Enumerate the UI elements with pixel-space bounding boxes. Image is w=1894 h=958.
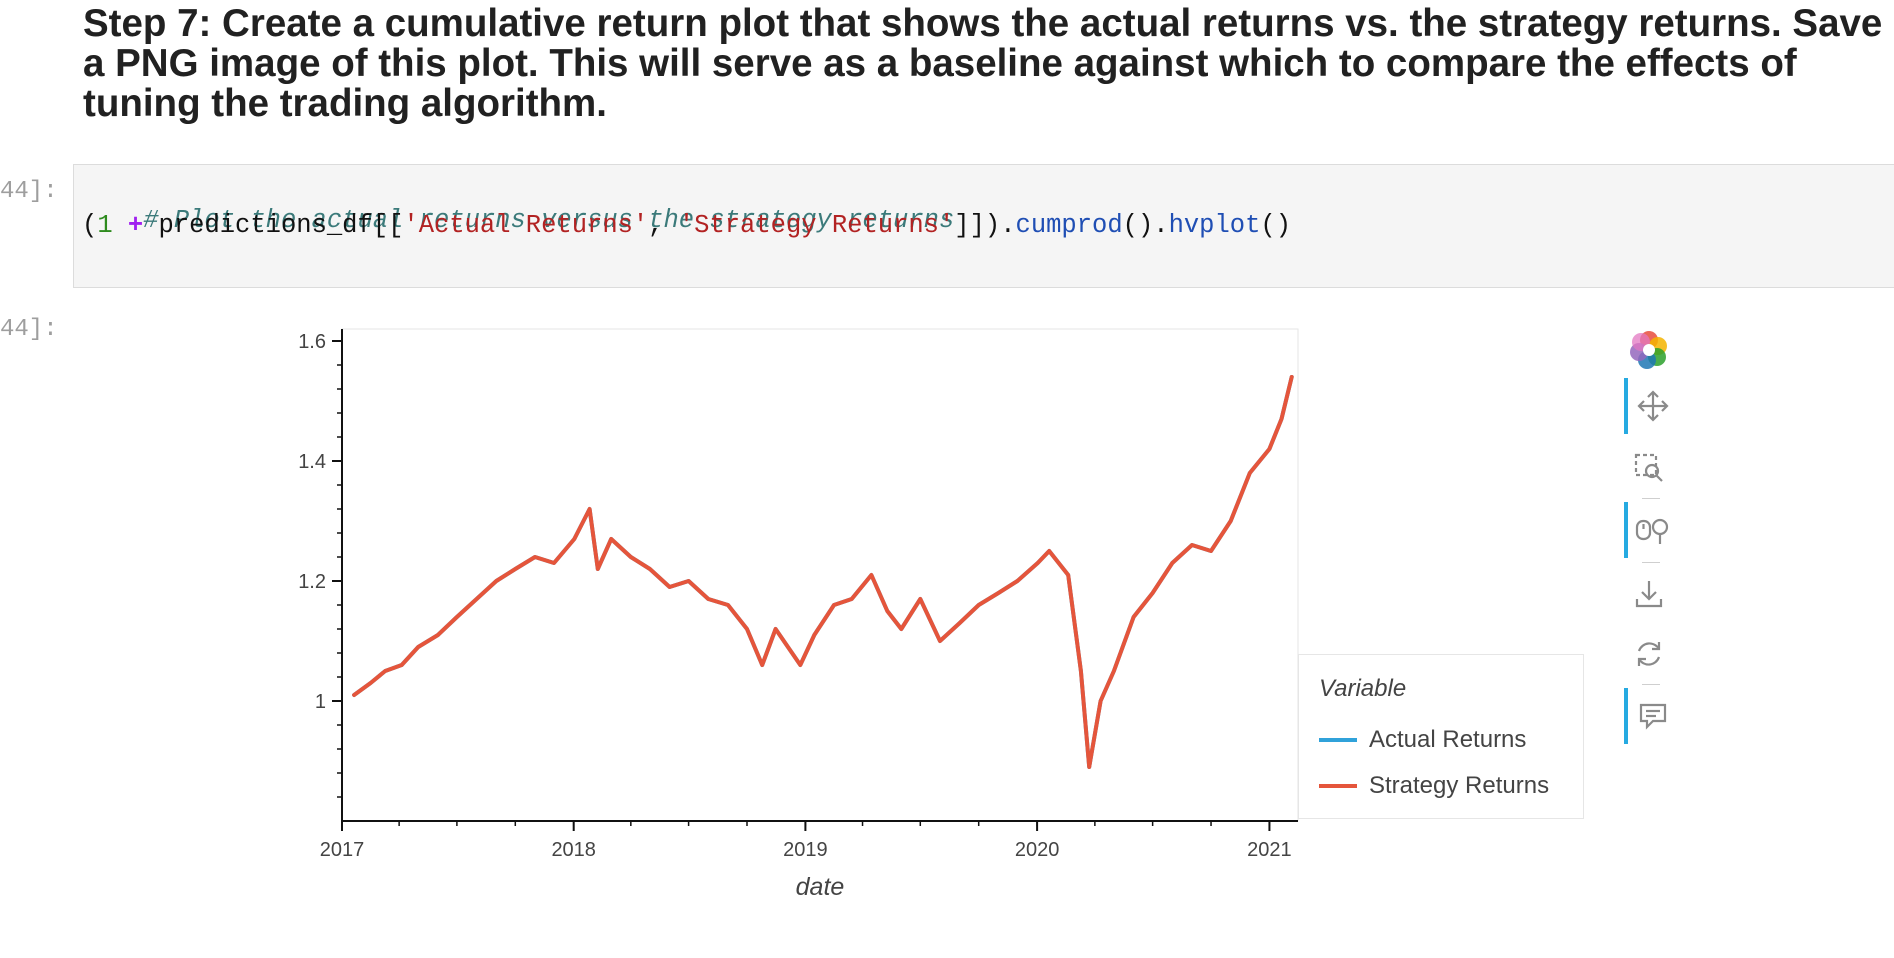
code-string: 'Strategy Returns' [678,211,955,240]
code-comment: # Plot the actual returns versus the str… [143,206,955,235]
plot-toolbar [1618,322,1682,762]
heading-line-2: a PNG image of this plot. This will serv… [83,42,1797,85]
x-tick-label: 2019 [783,839,828,861]
code-token: ( [82,211,98,240]
code-token: predictions_df[[ [158,211,404,240]
plot-frame [341,328,1299,822]
x-tick-label: 2017 [320,839,365,861]
chart-legend: Variable Actual Returns Strategy Returns [1298,654,1584,819]
code-token: (). [1122,211,1169,240]
save-icon[interactable] [1624,566,1674,622]
code-operator: + [112,211,159,240]
toolbar-divider [1642,684,1660,685]
heading-line-1: Step 7: Create a cumulative return plot … [83,2,1883,45]
x-tick-label: 2021 [1247,839,1292,861]
legend-swatch-strategy [1319,784,1357,788]
output-prompt: 44]: [0,316,58,343]
legend-label-actual: Actual Returns [1369,726,1527,753]
code-string: 'Actual Returns' [403,211,649,240]
code-function: cumprod [1015,211,1123,240]
legend-item-strategy-returns[interactable]: Strategy Returns [1319,771,1549,801]
series-line-actual-returns [352,375,1294,769]
code-function: hvplot [1168,211,1261,240]
legend-item-actual-returns[interactable]: Actual Returns [1319,725,1526,755]
code-number: 1 [97,211,113,240]
x-axis-label: date [796,873,845,901]
toolbar-divider [1642,562,1660,563]
legend-title: Variable [1319,675,1407,702]
code-token: ]]). [954,211,1016,240]
cumulative-return-chart[interactable]: 1 1.2 1.4 1.6 2017 2018 2019 2020 2021 date [270,315,1310,915]
reset-icon[interactable] [1624,626,1674,682]
y-tick-label: 1.2 [298,571,326,593]
x-tick-label: 2018 [551,839,596,861]
code-line-1: # Plot the actual returns versus the str… [82,177,954,264]
legend-swatch-actual [1319,738,1357,742]
hover-icon[interactable] [1624,688,1678,744]
y-tick-label: 1 [315,691,326,713]
code-line-2: (1 + predictions_df[['Actual Returns', '… [82,211,1291,240]
series-line-strategy-returns [352,375,1294,769]
toolbar-divider [1642,498,1660,499]
code-token: () [1260,211,1291,240]
legend-label-strategy: Strategy Returns [1369,772,1550,799]
y-tick-label: 1.6 [298,331,326,353]
bokeh-logo-icon[interactable] [1624,322,1674,378]
code-token: , [648,211,679,240]
heading-line-3: tuning the trading algorithm. [83,82,607,125]
pan-icon[interactable] [1624,378,1678,434]
wheel-zoom-icon[interactable] [1624,502,1678,558]
markdown-heading: Step 7: Create a cumulative return plot … [83,2,1883,125]
x-tick-label: 2020 [1015,839,1060,861]
code-cell[interactable]: # Plot the actual returns versus the str… [73,164,1894,288]
input-prompt: 44]: [0,178,58,205]
y-tick-label: 1.4 [298,451,326,473]
box-zoom-icon[interactable] [1624,440,1674,496]
